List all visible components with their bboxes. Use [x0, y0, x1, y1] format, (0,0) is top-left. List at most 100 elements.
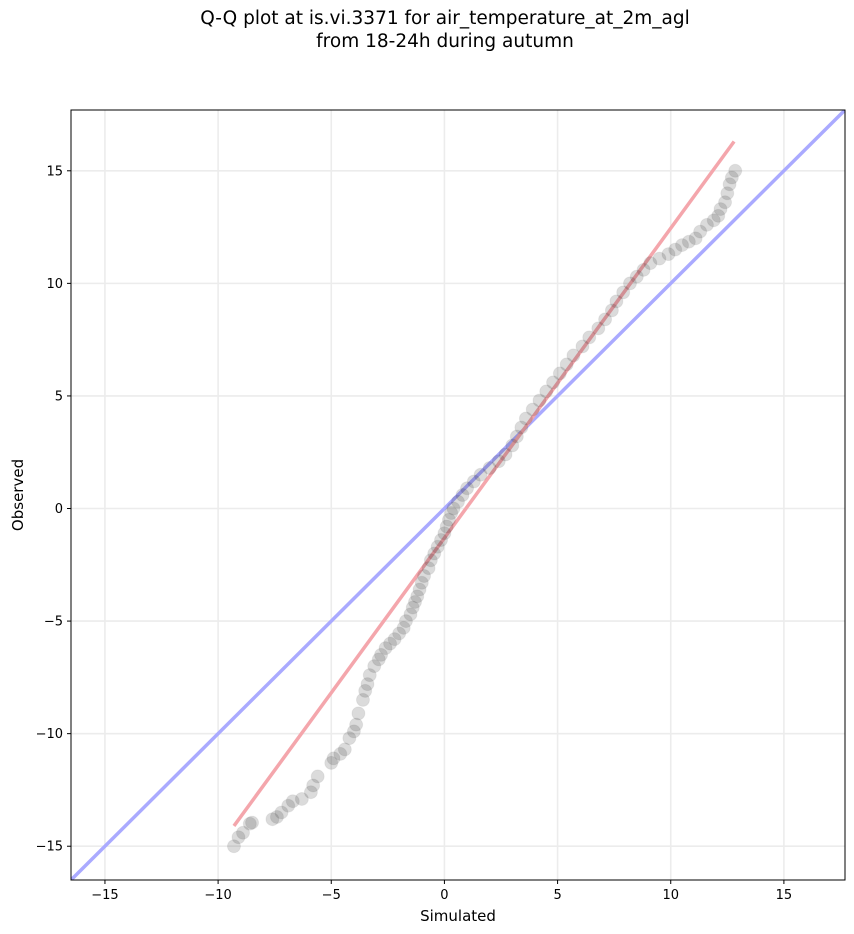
- data-point: [349, 717, 364, 732]
- data-point: [711, 208, 726, 223]
- data-point: [473, 467, 488, 482]
- data-point: [374, 647, 389, 662]
- data-point: [274, 805, 289, 820]
- fit-line: [232, 140, 736, 827]
- data-point: [444, 506, 459, 521]
- y-tick-label: 15: [46, 164, 63, 179]
- data-point: [231, 830, 246, 845]
- data-point: [412, 582, 427, 597]
- data-point: [539, 384, 554, 399]
- chart-title-line-2: from 18-24h during autumn: [316, 31, 574, 52]
- data-point: [482, 460, 497, 475]
- x-tick-label: −5: [322, 888, 341, 903]
- data-point: [532, 393, 547, 408]
- data-points: [226, 163, 743, 854]
- data-point: [383, 636, 398, 651]
- data-point: [242, 816, 257, 831]
- data-point: [310, 769, 325, 784]
- grid: [71, 110, 845, 880]
- data-point: [396, 620, 411, 635]
- y-tick-label: −10: [36, 727, 63, 742]
- data-point: [460, 481, 475, 496]
- x-tick-label: −10: [204, 888, 231, 903]
- data-point: [498, 447, 513, 462]
- data-point: [294, 791, 309, 806]
- data-point: [351, 706, 366, 721]
- data-point: [367, 659, 382, 674]
- data-point: [236, 825, 250, 840]
- data-point: [720, 186, 735, 201]
- data-point: [324, 755, 339, 770]
- data-point: [552, 366, 567, 381]
- data-point: [675, 238, 690, 253]
- data-point: [661, 247, 676, 262]
- data-point: [681, 234, 696, 249]
- data-point: [724, 170, 739, 185]
- data-point: [598, 312, 613, 327]
- data-point: [668, 242, 683, 257]
- data-point: [441, 512, 456, 527]
- data-point: [566, 348, 581, 363]
- x-axis-label: Simulated: [420, 907, 496, 925]
- data-point: [518, 411, 533, 426]
- data-point: [362, 668, 377, 683]
- data-point: [693, 224, 708, 239]
- data-point: [525, 402, 540, 417]
- y-tick-label: −5: [44, 615, 63, 630]
- y-tick-label: −15: [36, 840, 63, 855]
- data-point: [355, 692, 370, 707]
- data-point: [609, 294, 624, 309]
- data-point: [466, 474, 481, 489]
- data-point: [269, 809, 284, 824]
- y-axis-label: Observed: [9, 459, 27, 531]
- data-point: [643, 256, 658, 271]
- x-tick-label: 0: [440, 888, 448, 903]
- data-point: [636, 262, 651, 277]
- data-point: [652, 251, 667, 266]
- data-point: [616, 285, 631, 300]
- data-point: [491, 454, 506, 469]
- data-point: [514, 420, 529, 435]
- data-point: [360, 677, 375, 692]
- data-point: [387, 632, 402, 647]
- data-point: [439, 519, 454, 534]
- data-point: [559, 357, 574, 372]
- data-point: [423, 553, 438, 568]
- identity-line: [71, 110, 845, 880]
- data-point: [509, 429, 524, 444]
- data-point: [688, 231, 703, 246]
- data-point: [421, 561, 436, 576]
- data-point: [346, 724, 361, 739]
- data-point: [398, 614, 413, 629]
- data-point: [699, 217, 714, 232]
- data-point: [405, 600, 420, 615]
- data-point: [281, 798, 296, 813]
- data-point: [403, 607, 418, 622]
- data-point: [408, 594, 422, 609]
- data-point: [430, 539, 445, 554]
- data-point: [434, 533, 449, 548]
- data-point: [414, 575, 429, 590]
- data-point: [728, 163, 743, 178]
- x-tick-label: 10: [662, 888, 679, 903]
- data-point: [706, 213, 721, 228]
- data-point: [378, 641, 393, 656]
- data-point: [342, 731, 357, 746]
- data-point: [392, 626, 407, 641]
- data-point: [337, 742, 352, 757]
- data-point: [285, 794, 300, 809]
- data-point: [427, 546, 442, 561]
- data-point: [265, 812, 280, 827]
- data-point: [623, 276, 637, 291]
- data-point: [326, 751, 341, 766]
- data-point: [718, 195, 733, 210]
- data-point: [306, 778, 321, 793]
- data-point: [226, 839, 241, 854]
- data-point: [575, 339, 590, 354]
- axis-ticks: −15 −10 −5 0 5 10 15 −15 −10 −5 0 5 10 15: [36, 164, 793, 903]
- data-point: [582, 330, 597, 345]
- y-tick-label: 5: [55, 389, 63, 404]
- data-point: [417, 569, 432, 584]
- data-point: [629, 269, 644, 284]
